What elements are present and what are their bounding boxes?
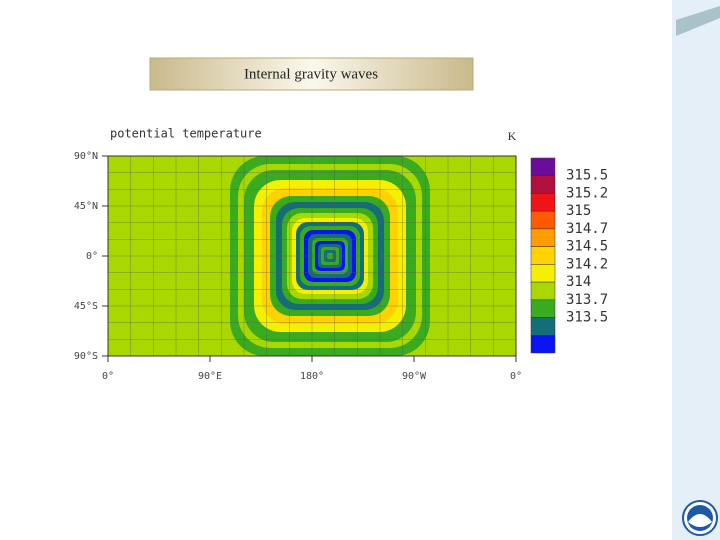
colorbar-box	[530, 335, 556, 354]
colorbar-label: 315.5	[566, 168, 608, 184]
colorbar-box	[530, 228, 556, 247]
map	[108, 156, 516, 356]
colorbar-box	[530, 175, 556, 194]
colorbar-label: 315.2	[566, 185, 608, 201]
colorbar-box	[530, 264, 556, 283]
colorbar-label: 314.7	[566, 221, 608, 237]
sidebar-stripe	[676, 6, 720, 36]
y-tick-label: 45°S	[74, 301, 98, 312]
noaa-logo	[682, 500, 718, 536]
colorbar-box	[530, 299, 556, 318]
colorbar-label: 313.5	[566, 310, 608, 326]
x-tick-label: 0°	[102, 371, 114, 382]
x-tick-label: 0°	[510, 371, 522, 382]
colorbar-box	[530, 193, 556, 212]
colorbar-label: 314.5	[566, 239, 608, 255]
colorbar-label: 314.2	[566, 256, 608, 272]
y-tick-label: 45°N	[74, 201, 98, 212]
y-tick-label: 0°	[86, 251, 98, 262]
y-tick-label: 90°S	[74, 351, 98, 362]
x-tick-label: 180°	[300, 371, 324, 382]
colorbar-box	[530, 210, 556, 230]
colorbar-box	[530, 281, 556, 301]
slide-title: Internal gravity waves	[244, 66, 378, 82]
y-tick-label: 90°N	[74, 151, 98, 162]
colorbar-box	[530, 157, 556, 176]
title-box	[149, 57, 474, 91]
unit-label: K	[508, 129, 517, 143]
colorbar-label: 313.7	[566, 292, 608, 308]
x-tick-label: 90°W	[402, 371, 427, 382]
colorbar-label: 315	[566, 203, 591, 219]
colorbar-box	[530, 317, 556, 336]
plot-title: potential temperature	[110, 127, 262, 141]
x-tick-label: 90°E	[198, 371, 222, 382]
colorbar-label: 314	[566, 274, 591, 290]
colorbar-box	[530, 246, 556, 265]
sidebar	[672, 0, 720, 540]
